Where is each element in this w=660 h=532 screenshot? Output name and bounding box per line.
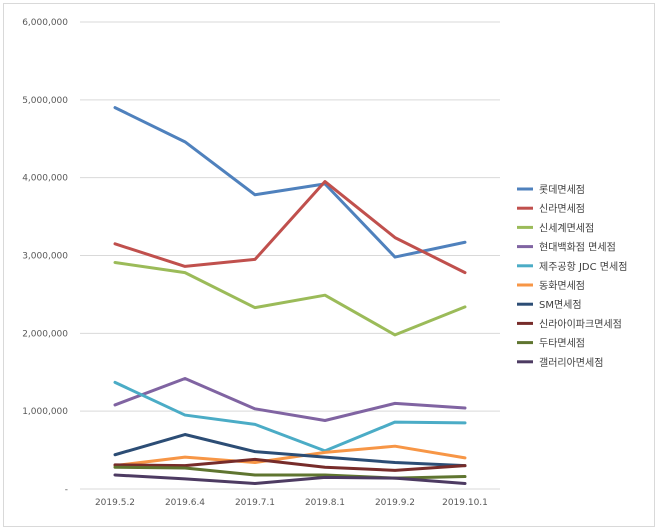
legend-label: 신세계면세점: [539, 222, 594, 234]
legend-label: 현대백화점 면세점: [539, 242, 616, 254]
x-tick-label: 2019.7.1: [235, 498, 275, 508]
y-tick-label: 2,000,000: [22, 329, 68, 339]
legend-label: 신라아이파크면세점: [539, 318, 622, 330]
x-tick-label: 2019.6.4: [165, 498, 205, 508]
y-tick-label: 1,000,000: [22, 407, 68, 417]
legend-label: 제주공항 JDC 면세점: [539, 261, 627, 273]
series-line-9: [113, 473, 467, 486]
series-line-5: [113, 444, 467, 468]
series-line-6: [113, 433, 467, 468]
legend-label: 롯데면세점: [539, 184, 585, 196]
y-tick-label: -: [65, 485, 68, 495]
y-tick-label: 5,000,000: [22, 96, 68, 106]
legend-label: SM면세점: [539, 299, 582, 311]
x-tick-label: 2019.9.2: [375, 498, 415, 508]
chart-frame: [3, 3, 655, 527]
series-line-3: [113, 376, 467, 423]
legend-label: 갤러리아면세점: [539, 357, 603, 369]
y-tick-label: 6,000,000: [22, 18, 68, 28]
series-line-1: [113, 180, 467, 275]
x-tick-label: 2019.10.1: [442, 498, 488, 508]
legend-label: 동화면세점: [539, 280, 585, 292]
series-lines: [113, 106, 467, 486]
gridlines: [80, 21, 500, 490]
x-tick-label: 2019.5.2: [95, 498, 135, 508]
y-axis: - 1,000,000 2,000,000 3,000,000 4,000,000 5,0…: [22, 18, 68, 495]
series-line-4: [113, 380, 467, 453]
series-line-2: [113, 261, 467, 337]
x-axis: 2019.5.2 2019.6.4 2019.7.1 2019.8.1 2019.9.2…: [95, 498, 488, 508]
series-line-0: [113, 106, 467, 259]
series-line-7: [113, 457, 467, 472]
legend-label: 신라면세점: [539, 203, 585, 215]
legend-label: 두타면세점: [539, 338, 585, 350]
y-tick-label: 3,000,000: [22, 252, 68, 262]
y-tick-label: 4,000,000: [22, 174, 68, 184]
x-tick-label: 2019.8.1: [305, 498, 345, 508]
